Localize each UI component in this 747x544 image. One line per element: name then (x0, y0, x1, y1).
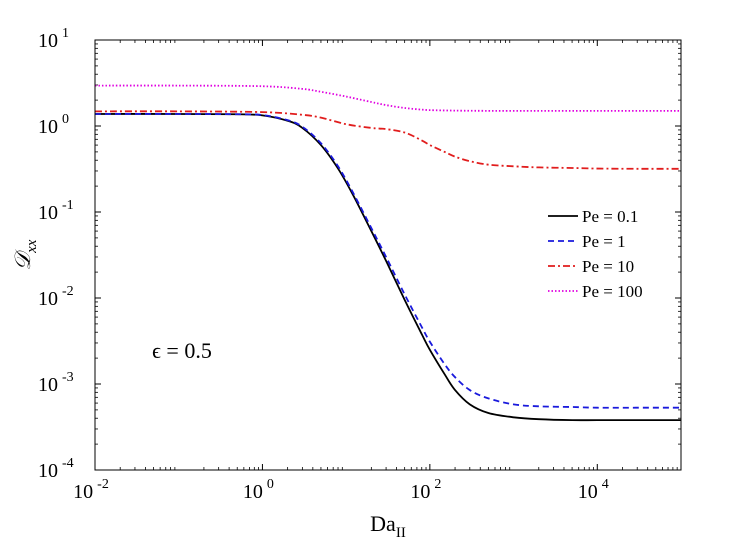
series-line-2 (94, 113, 681, 409)
series-line-4 (94, 84, 681, 112)
series-layer (94, 84, 682, 422)
y-tick-label: 10 -3 (38, 370, 74, 396)
x-tick-label: 10 -2 (73, 477, 109, 503)
y-axis-label-subscript: xx (24, 239, 40, 254)
x-tick-label: 10 2 (410, 477, 441, 503)
legend-label: Pe = 10 (582, 257, 634, 276)
major-ticks (94, 39, 681, 471)
x-axis-label: DaII (370, 511, 406, 541)
y-tick-label: 10 0 (38, 112, 69, 138)
y-tick-label: 10 1 (38, 26, 69, 52)
legend-label: Pe = 0.1 (582, 207, 638, 226)
plot-frame (94, 39, 682, 471)
x-tick-label: 10 0 (243, 477, 274, 503)
x-axis-label-subscript: II (396, 525, 406, 541)
series-line-1 (94, 113, 681, 422)
y-tick-label: 10 -2 (38, 284, 74, 310)
y-tick-label: 10 -1 (38, 198, 74, 224)
x-tick-labels: 10 -2 10 0 10 2 10 4 (73, 477, 609, 503)
plot-area (95, 40, 681, 470)
y-axis-label: 𝒟xx (10, 239, 40, 270)
x-tick-label: 10 4 (578, 477, 609, 503)
legend-label: Pe = 1 (582, 232, 626, 251)
y-tick-label: 10 -4 (38, 456, 74, 482)
legend-label: Pe = 100 (582, 282, 643, 301)
epsilon-annotation: ϵ = 0.5 (152, 338, 212, 363)
legend: Pe = 0.1 Pe = 1 Pe = 10 Pe = 100 (548, 207, 643, 301)
